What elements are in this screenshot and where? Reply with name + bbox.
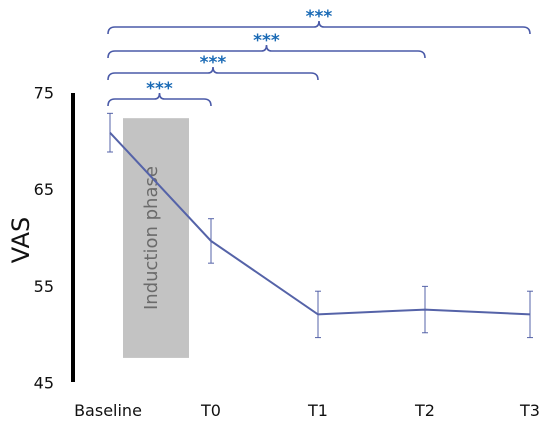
series-line	[109, 131, 531, 316]
y-axis-title: VAS	[7, 217, 35, 264]
significance-stars: ***	[253, 31, 280, 51]
significance-bracket	[107, 92, 212, 107]
x-tick-label: T2	[414, 401, 435, 420]
significance-bracket	[107, 66, 319, 81]
y-tick-label: 55	[34, 277, 54, 296]
y-tick-labels: 75 65 55 45	[34, 84, 54, 393]
significance-bracket	[107, 44, 426, 59]
significance-bracket	[107, 20, 531, 35]
significance-brackets: *** *** *** ***	[107, 7, 531, 107]
x-tick-label: T1	[307, 401, 328, 420]
y-tick-label: 65	[34, 180, 54, 199]
significance-stars: ***	[200, 53, 227, 73]
significance-stars: ***	[146, 79, 173, 99]
x-tick-label: Baseline	[74, 401, 142, 420]
induction-phase-label: Induction phase	[141, 166, 162, 310]
x-tick-label: T0	[200, 401, 221, 420]
significance-stars: ***	[306, 7, 333, 27]
y-tick-label: 45	[34, 374, 54, 393]
x-tick-label: T3	[519, 401, 540, 420]
x-tick-labels: Baseline T0 T1 T2 T3	[74, 401, 540, 420]
y-tick-label: 75	[34, 84, 54, 103]
